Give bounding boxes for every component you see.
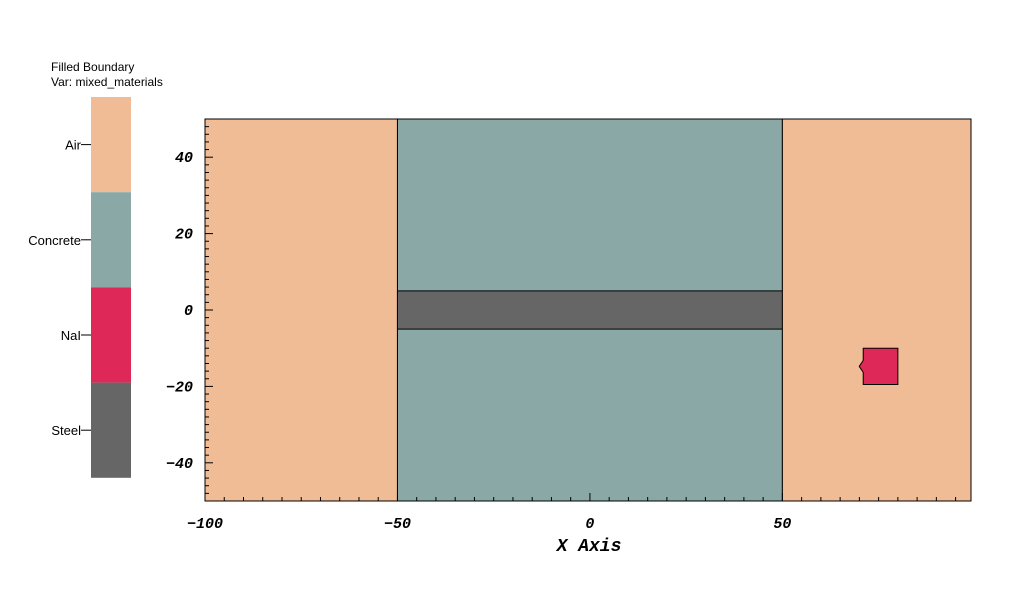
y-tick-label: −20 xyxy=(166,379,193,396)
axes: −40 −20 0 20 40 −100 −50 0 50 xyxy=(166,118,972,533)
region-steel-2 xyxy=(396,290,783,330)
legend-title-block: Filled Boundary Var: mixed_materials xyxy=(51,60,163,90)
x-axis-title: X Axis xyxy=(556,537,622,557)
legend-label-concrete: Concrete xyxy=(28,233,81,248)
y-tick-label: 0 xyxy=(184,303,193,320)
legend-title: Filled Boundary xyxy=(51,60,135,74)
region-air-3 xyxy=(782,119,971,501)
region-air-0 xyxy=(205,119,398,501)
legend-swatch-steel xyxy=(91,382,131,478)
x-tick-label: 0 xyxy=(585,516,594,533)
legend-label-steel: Steel xyxy=(51,423,81,438)
y-tick-label: 40 xyxy=(175,150,193,167)
legend-label-nai: NaI xyxy=(61,328,81,343)
legend-label-air: Air xyxy=(65,138,82,153)
y-tick-label: 20 xyxy=(175,227,193,244)
legend-colorbar: Air Concrete NaI Steel xyxy=(28,97,131,478)
y-tick-label: −40 xyxy=(166,456,193,473)
legend-swatch-air xyxy=(91,97,131,193)
x-tick-label: −100 xyxy=(187,516,223,533)
x-tick-label: 50 xyxy=(773,516,791,533)
plot-area xyxy=(205,118,971,502)
legend-swatch-concrete xyxy=(91,192,131,288)
legend-var-label: Var: mixed_materials xyxy=(51,75,163,89)
region-nai xyxy=(858,347,899,385)
x-tick-label: −50 xyxy=(384,516,411,533)
legend-swatch-nai xyxy=(91,287,131,383)
